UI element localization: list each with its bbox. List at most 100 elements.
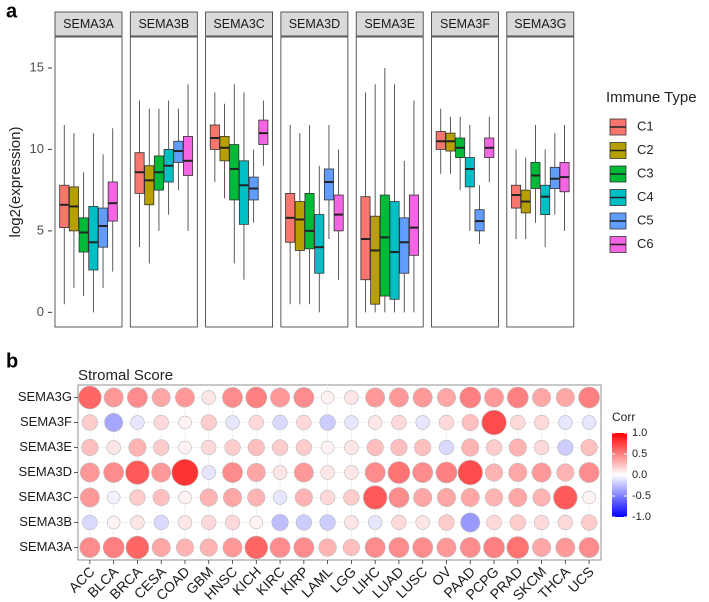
dot: [438, 439, 455, 456]
colorbar: [612, 433, 627, 517]
dot: [271, 439, 289, 456]
dot: [272, 414, 288, 431]
facet-strip: [205, 11, 274, 37]
dot: [389, 387, 409, 408]
dot: [344, 465, 359, 480]
dot: [412, 462, 434, 483]
dot: [200, 414, 217, 431]
dot: [102, 536, 125, 559]
y-tick-label: SEMA3A: [19, 539, 72, 554]
dot: [363, 485, 388, 510]
box-body: [238, 160, 249, 225]
box-body: [144, 165, 155, 206]
dot: [272, 465, 288, 480]
y-axis-title: log2(expression): [7, 127, 24, 238]
y-tick-label: 10: [30, 141, 44, 156]
y-tick-label: 0: [37, 304, 44, 319]
dot: [106, 490, 121, 505]
dot: [344, 440, 359, 455]
dot: [343, 489, 360, 506]
dot: [485, 439, 503, 456]
x-tick-label: UCS: [565, 563, 597, 595]
dot: [151, 538, 171, 557]
dot: [104, 413, 124, 432]
box-body: [107, 181, 118, 222]
box-body: [408, 194, 419, 256]
facet-label: SEMA3B: [138, 17, 189, 31]
dot: [555, 388, 575, 407]
dot: [485, 488, 504, 507]
dot: [555, 537, 576, 558]
box-body: [370, 215, 381, 305]
facet-strip: [355, 11, 424, 37]
dot: [533, 414, 550, 431]
dot: [481, 409, 507, 436]
dot: [436, 537, 457, 558]
dot: [81, 414, 98, 431]
dot: [510, 414, 526, 431]
dot: [582, 490, 596, 505]
facet-label: SEMA3E: [364, 17, 415, 31]
dot: [106, 515, 121, 530]
dot: [459, 386, 482, 409]
legend-label: C3: [637, 165, 654, 180]
dot: [177, 515, 193, 530]
dot: [388, 537, 410, 558]
dot: [506, 536, 530, 559]
dot: [222, 537, 243, 558]
dot: [578, 537, 600, 558]
dot: [294, 488, 313, 507]
dot: [364, 462, 386, 483]
dot: [175, 387, 195, 408]
dot: [388, 487, 410, 508]
dot: [486, 514, 502, 531]
dot: [461, 438, 480, 457]
dot: [293, 462, 314, 483]
dot: [128, 438, 147, 457]
dot: [460, 512, 481, 533]
dot: [365, 387, 386, 408]
y-tick-label: SEMA3G: [18, 389, 72, 404]
dot: [319, 414, 336, 431]
dot: [484, 387, 504, 408]
dot: [390, 438, 408, 457]
dot: [223, 488, 242, 507]
dot: [319, 514, 336, 531]
dot: [438, 514, 455, 531]
dot: [293, 387, 315, 408]
dot: [293, 537, 315, 558]
dot: [580, 438, 598, 457]
box-body: [323, 168, 334, 201]
y-tick-label: SEMA3D: [19, 464, 72, 479]
dot: [485, 463, 504, 482]
y-tick-label: SEMA3C: [19, 489, 72, 504]
dot: [318, 538, 337, 557]
dot: [413, 488, 433, 507]
dot: [581, 415, 597, 430]
dot: [414, 438, 432, 457]
dot: [556, 463, 575, 482]
dot: [581, 514, 598, 531]
facet-panel: [280, 36, 349, 328]
dot: [153, 439, 170, 456]
dot: [320, 440, 335, 455]
box-body: [88, 206, 99, 271]
dot: [415, 515, 430, 530]
facet-strip: [54, 11, 123, 37]
dot: [508, 438, 527, 457]
dot: [435, 461, 458, 484]
dot: [127, 387, 148, 408]
dot: [152, 488, 170, 507]
dot: [82, 514, 98, 531]
box-body: [78, 217, 89, 253]
dot: [175, 538, 194, 557]
dot: [249, 515, 264, 530]
dot: [79, 537, 101, 558]
colorbar-tick-label: -1.0: [632, 511, 651, 523]
dot: [344, 515, 359, 530]
dot: [125, 535, 150, 560]
dot: [244, 535, 268, 560]
dot: [508, 488, 528, 507]
dot: [557, 439, 574, 456]
dot: [367, 415, 383, 430]
